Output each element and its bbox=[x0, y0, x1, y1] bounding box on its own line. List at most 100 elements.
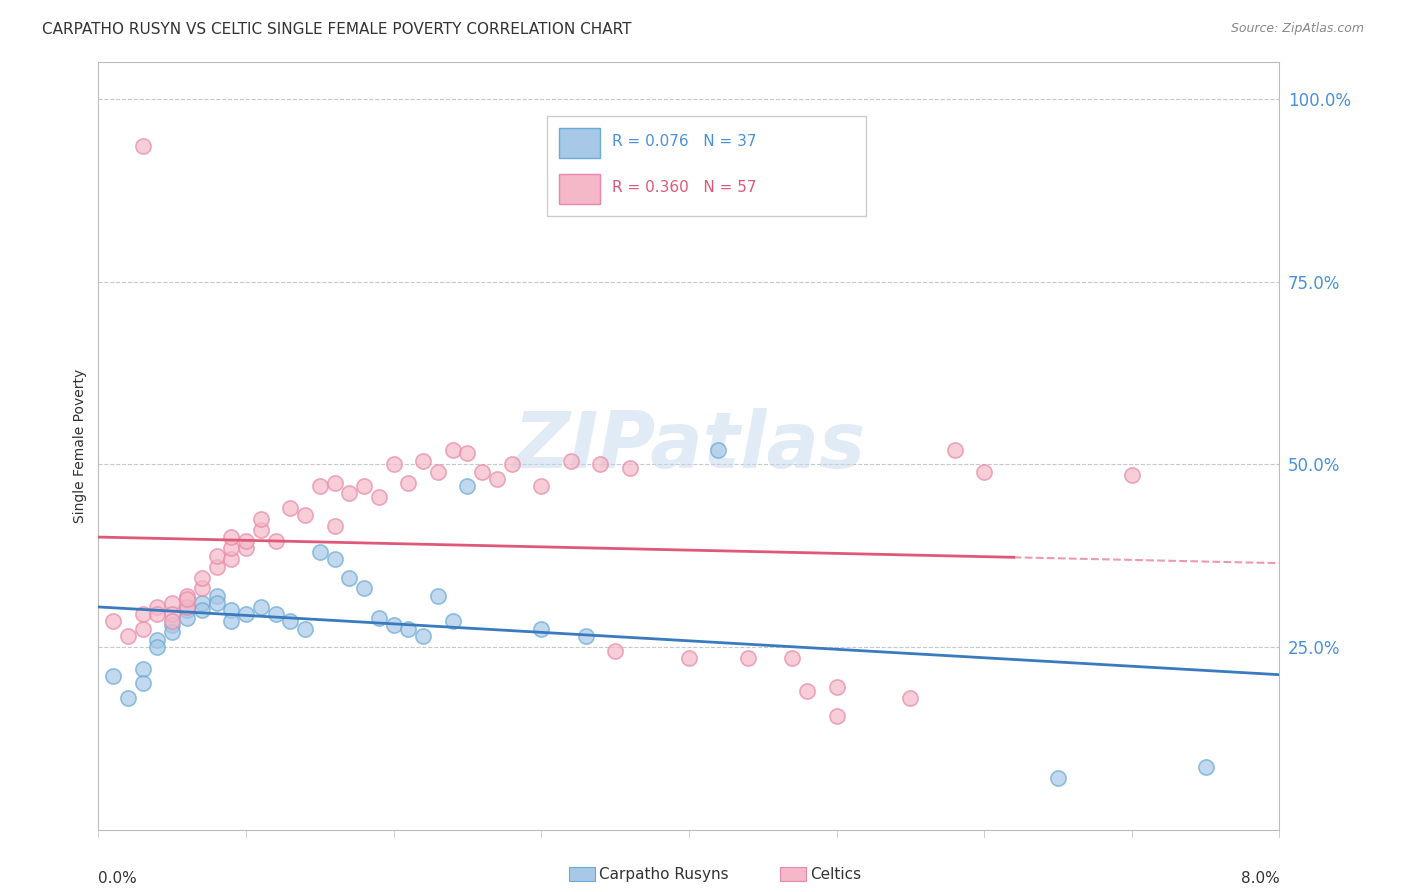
Point bbox=[398, 622, 420, 636]
Point bbox=[176, 599, 198, 614]
FancyBboxPatch shape bbox=[560, 128, 600, 158]
Point bbox=[176, 610, 198, 624]
Point bbox=[323, 519, 346, 533]
Point bbox=[250, 599, 273, 614]
Point bbox=[427, 589, 450, 603]
Point bbox=[235, 607, 257, 621]
Point bbox=[441, 615, 464, 629]
Point bbox=[575, 629, 598, 643]
Point bbox=[368, 610, 391, 624]
Point bbox=[221, 603, 243, 617]
Point bbox=[457, 479, 479, 493]
Point bbox=[353, 479, 375, 493]
Point bbox=[368, 490, 391, 504]
Point bbox=[973, 465, 995, 479]
Point bbox=[132, 607, 155, 621]
Point bbox=[796, 683, 818, 698]
Point bbox=[176, 603, 198, 617]
Point bbox=[162, 607, 183, 621]
Point bbox=[205, 559, 228, 574]
Point bbox=[782, 651, 804, 665]
Point bbox=[441, 442, 464, 457]
Point bbox=[412, 629, 434, 643]
Text: R = 0.360   N = 57: R = 0.360 N = 57 bbox=[612, 180, 756, 195]
Point bbox=[176, 592, 198, 607]
Point bbox=[146, 607, 169, 621]
Point bbox=[146, 632, 169, 647]
Point bbox=[427, 465, 450, 479]
Point bbox=[162, 618, 183, 632]
Point bbox=[471, 465, 494, 479]
Point bbox=[309, 479, 332, 493]
Point bbox=[221, 530, 243, 544]
Text: Carpatho Rusyns: Carpatho Rusyns bbox=[599, 867, 728, 881]
Point bbox=[235, 541, 257, 556]
Point bbox=[1195, 760, 1218, 774]
Point bbox=[619, 461, 641, 475]
Point bbox=[339, 486, 361, 500]
Point bbox=[943, 442, 966, 457]
Text: Celtics: Celtics bbox=[810, 867, 860, 881]
Text: ZIPatlas: ZIPatlas bbox=[513, 408, 865, 484]
Point bbox=[309, 545, 332, 559]
Point bbox=[103, 615, 125, 629]
Point bbox=[280, 615, 302, 629]
Point bbox=[176, 589, 198, 603]
Point bbox=[132, 139, 155, 153]
Point bbox=[900, 691, 922, 706]
Point bbox=[339, 570, 361, 584]
Point bbox=[205, 589, 228, 603]
Point bbox=[250, 512, 273, 526]
Point bbox=[412, 453, 434, 467]
Point bbox=[264, 607, 287, 621]
Point bbox=[117, 691, 139, 706]
Point bbox=[323, 475, 346, 490]
FancyBboxPatch shape bbox=[547, 116, 866, 216]
Point bbox=[280, 501, 302, 516]
Y-axis label: Single Female Poverty: Single Female Poverty bbox=[73, 369, 87, 523]
Point bbox=[678, 651, 700, 665]
Point bbox=[132, 622, 155, 636]
Point bbox=[737, 651, 759, 665]
Point bbox=[486, 472, 509, 486]
Point bbox=[221, 541, 243, 556]
Point bbox=[382, 618, 405, 632]
Text: 0.0%: 0.0% bbox=[98, 871, 138, 887]
Point bbox=[132, 662, 155, 676]
Point bbox=[162, 615, 183, 629]
FancyBboxPatch shape bbox=[560, 174, 600, 204]
Point bbox=[560, 453, 582, 467]
Point bbox=[825, 680, 848, 694]
Point bbox=[353, 582, 375, 596]
Point bbox=[132, 676, 155, 690]
Point bbox=[825, 709, 848, 723]
Point bbox=[191, 582, 214, 596]
Point bbox=[205, 549, 228, 563]
Text: R = 0.076   N = 37: R = 0.076 N = 37 bbox=[612, 134, 756, 149]
Point bbox=[323, 552, 346, 566]
Point bbox=[264, 533, 287, 548]
Point bbox=[294, 508, 316, 523]
Point bbox=[589, 457, 612, 471]
Text: Source: ZipAtlas.com: Source: ZipAtlas.com bbox=[1230, 22, 1364, 36]
Point bbox=[162, 625, 183, 640]
Point bbox=[221, 615, 243, 629]
Point bbox=[205, 596, 228, 610]
Point bbox=[235, 533, 257, 548]
Point bbox=[103, 669, 125, 683]
Point bbox=[146, 640, 169, 654]
Point bbox=[501, 457, 523, 471]
Point bbox=[191, 596, 214, 610]
Text: 8.0%: 8.0% bbox=[1240, 871, 1279, 887]
Point bbox=[191, 570, 214, 584]
Point bbox=[382, 457, 405, 471]
Point bbox=[294, 622, 316, 636]
Point bbox=[250, 523, 273, 537]
Point bbox=[1046, 772, 1070, 786]
Point bbox=[221, 552, 243, 566]
Point bbox=[530, 622, 553, 636]
Point bbox=[530, 479, 553, 493]
Point bbox=[605, 643, 627, 657]
Point bbox=[162, 596, 183, 610]
Point bbox=[191, 603, 214, 617]
